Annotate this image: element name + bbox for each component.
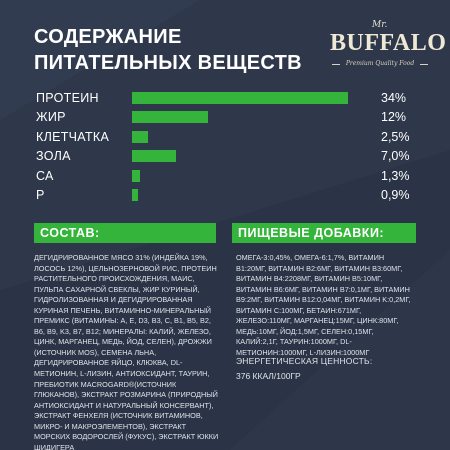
page-title: СОДЕРЖАНИЕ ПИТАТЕЛЬНЫХ ВЕЩЕСТВ: [34, 24, 302, 76]
bar-label: ПРОТЕИН: [36, 91, 99, 105]
additives-text: Омега-3:0,45%, Омега-6:1,7%, Витамин B1:…: [236, 253, 411, 357]
logo-line-right: [420, 64, 428, 65]
bar-value-label: 0,9%: [381, 188, 410, 202]
bar-label: ЖИР: [36, 110, 66, 125]
nutrient-chart: ПРОТЕИН 34% ЖИР 12% КЛЕТЧАТКА 2,5% ЗОЛА 7,0% СА 1…: [0, 0, 450, 220]
title-line-1: СОДЕРЖАНИЕ: [34, 26, 182, 48]
bar: [132, 111, 209, 124]
bar-label: ЗОЛА: [36, 149, 71, 164]
title-line-2: ПИТАТЕЛЬНЫХ ВЕЩЕСТВ: [34, 52, 302, 74]
energy-value: 376 ККАЛ/100ГР: [236, 371, 301, 381]
bar-value-label: 2,5%: [381, 129, 410, 144]
bar: [132, 92, 348, 104]
logo-mr: Mr.: [372, 20, 388, 30]
composition-heading: СОСТАВ:: [34, 223, 216, 243]
logo-brand: BUFFALO: [330, 30, 447, 56]
bar-label: КЛЕТЧАТКА: [36, 129, 110, 144]
bar-value-label: 12%: [381, 110, 407, 125]
bar-value-label: 1,3%: [381, 168, 410, 183]
energy-label: ЭНЕРГЕТИЧЕСКАЯ ЦЕННОСТЬ:: [236, 356, 373, 366]
bar-label: Р: [36, 188, 45, 202]
bar-label: СА: [36, 168, 54, 183]
composition-text: Дегидрированное мясо 31% (индейка 19%, л…: [34, 253, 219, 450]
brand-logo: Mr. BUFFALO Premium Quality Food: [330, 20, 447, 80]
bar-value-label: 7,0%: [381, 149, 410, 164]
bar: [132, 189, 138, 201]
bar: [132, 150, 177, 163]
bar: [132, 169, 141, 182]
bar: [132, 130, 148, 143]
bar-value-label: 34%: [381, 91, 407, 105]
logo-tagline: Premium Quality Food: [345, 60, 415, 67]
logo-line-left: [332, 64, 340, 65]
additives-heading: ПИЩЕВЫЕ ДОБАВКИ:: [232, 223, 416, 243]
